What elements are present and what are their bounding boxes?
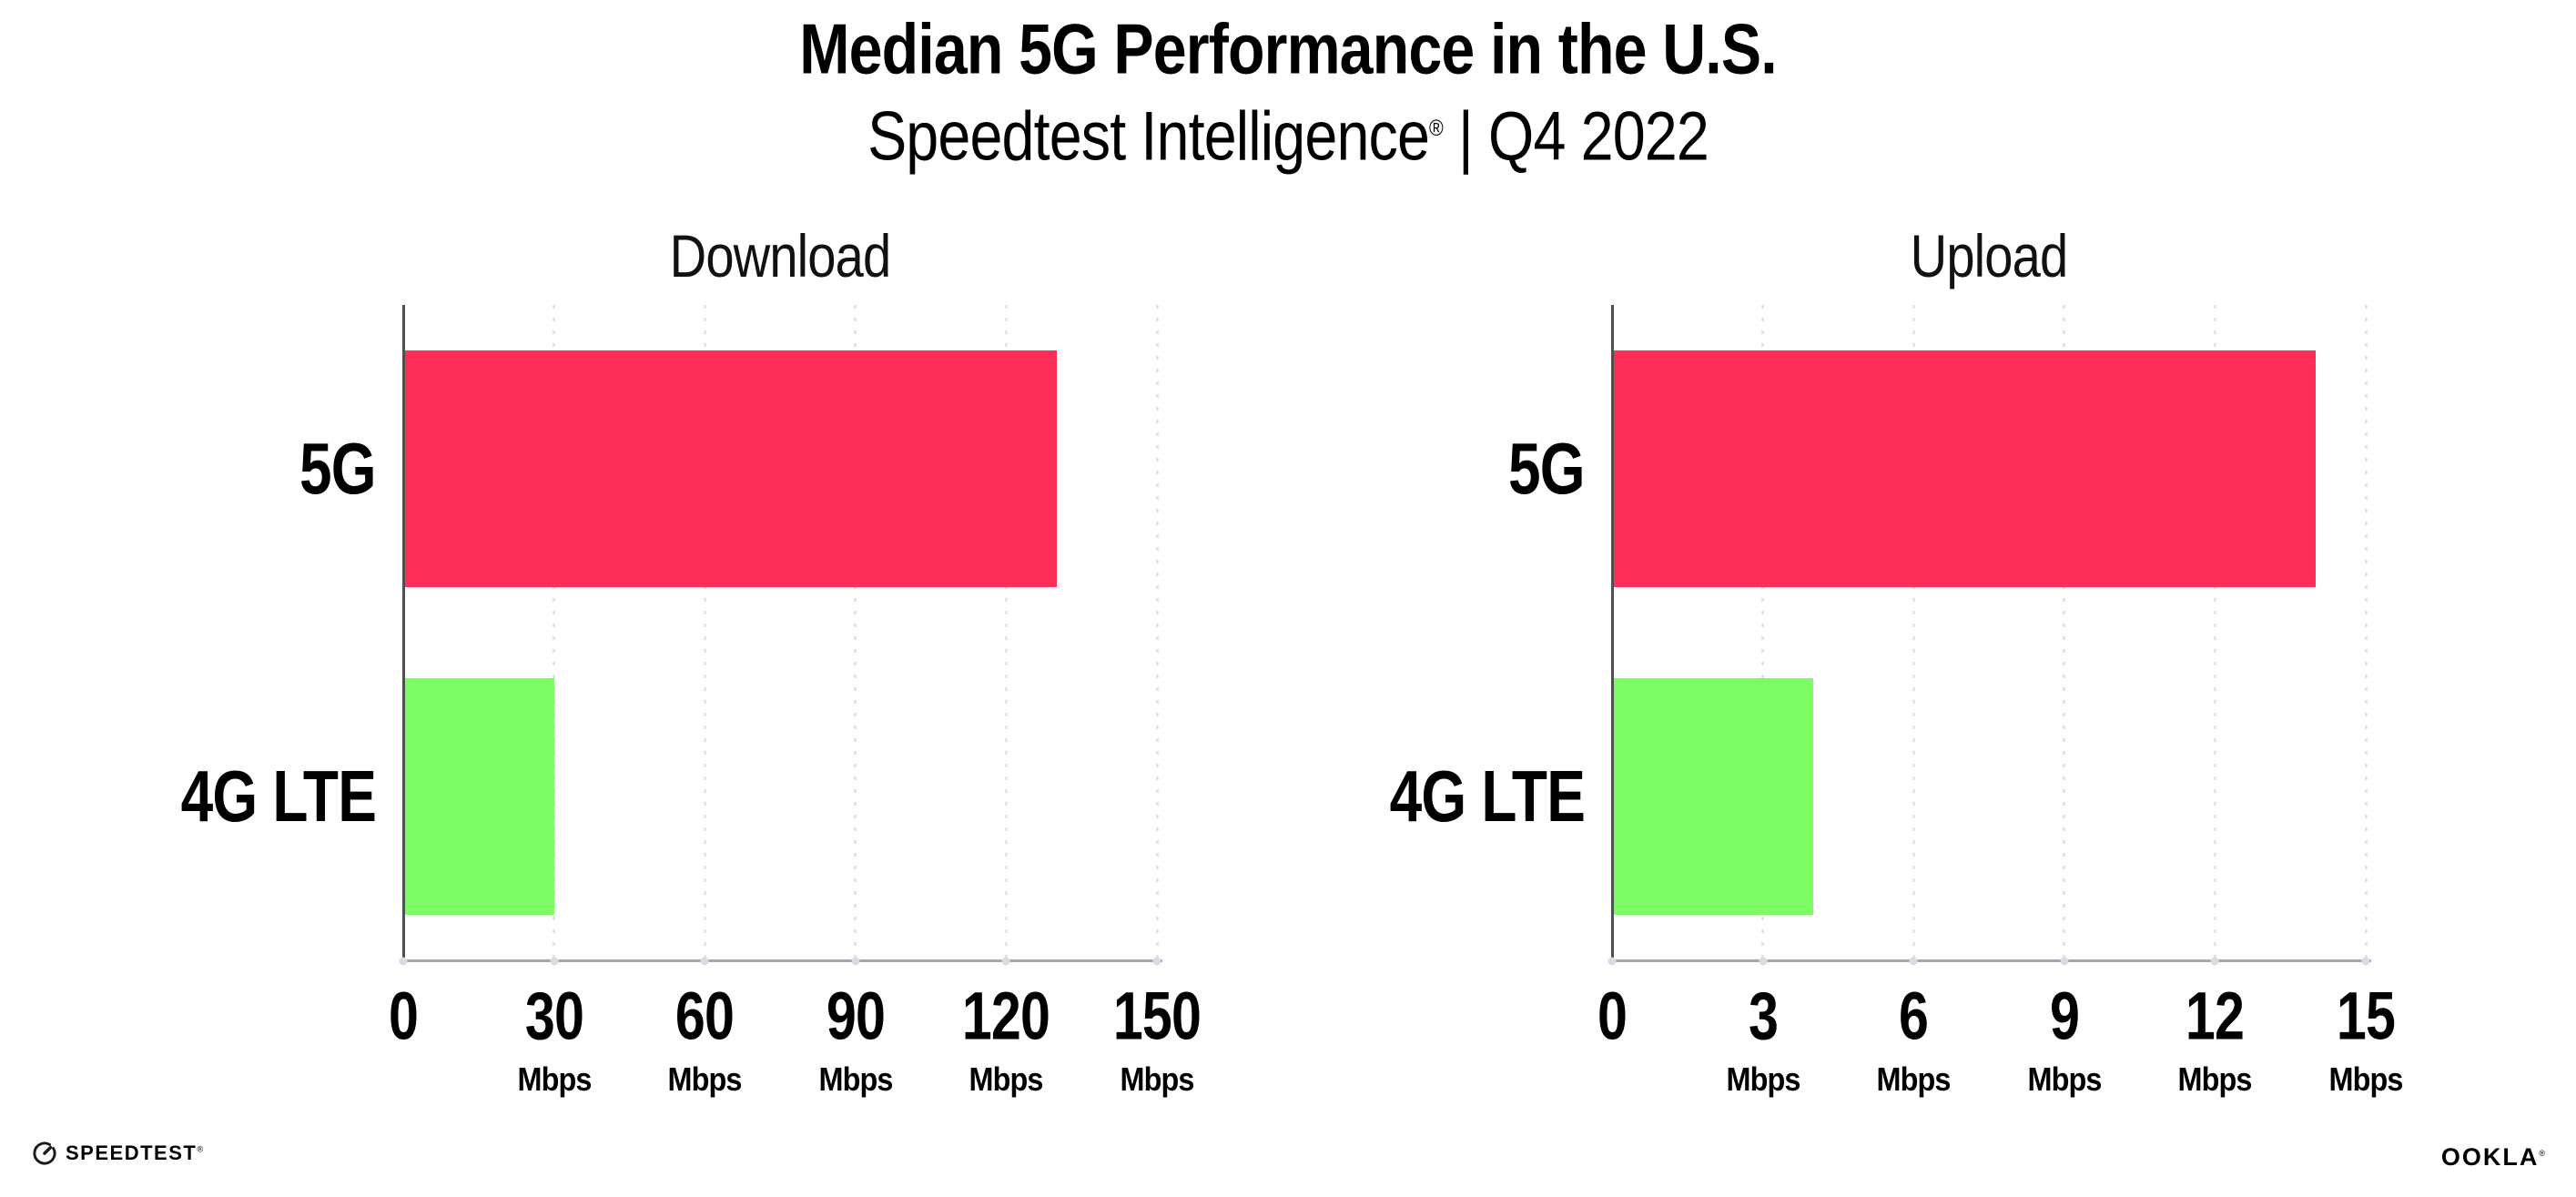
gridline <box>2213 305 2216 960</box>
x-tick-unit-label: Mbps <box>1726 1060 1800 1098</box>
x-tick-label: 0 <box>388 978 419 1054</box>
speedtest-logo: SPEEDTEST® <box>32 1141 204 1166</box>
axis-tick-dot <box>2361 957 2370 965</box>
bar-4g-lte-upload <box>1612 678 1813 915</box>
ookla-label: OOKLA <box>2440 1143 2540 1171</box>
bar-4g-lte-download <box>403 678 554 915</box>
speedtest-label: SPEEDTEST <box>66 1141 198 1164</box>
x-tick-label: 120 <box>962 978 1050 1054</box>
subtitle-brand: Speedtest Intelligence <box>867 97 1430 176</box>
gridline <box>1912 305 1915 960</box>
page-title: Median 5G Performance in the U.S. <box>799 8 1777 89</box>
registered-trademark-icon: ® <box>1429 116 1444 142</box>
chart-title-upload: Upload <box>1910 222 2069 289</box>
x-tick-unit-label: Mbps <box>1876 1060 1952 1098</box>
x-tick-label: 6 <box>1899 978 1929 1054</box>
bar-5g-download <box>403 350 1057 587</box>
category-label-4g-lte: 4G LTE <box>180 756 377 837</box>
axis-tick-dot <box>399 957 408 965</box>
category-label-4g-lte: 4G LTE <box>1389 756 1586 837</box>
x-axis-line <box>400 959 1162 962</box>
x-tick-label: 0 <box>1597 978 1628 1054</box>
axis-tick-dot <box>2060 957 2069 965</box>
gridline <box>553 305 556 960</box>
x-tick-label: 60 <box>675 978 735 1054</box>
gridline <box>2364 305 2368 960</box>
gridline <box>1004 305 1008 960</box>
x-tick-label: 90 <box>826 978 886 1054</box>
axis-tick-dot <box>2210 957 2219 965</box>
page-subtitle: Speedtest Intelligence® | Q4 2022 <box>867 97 1709 177</box>
gridline <box>854 305 857 960</box>
speedtest-gauge-icon <box>33 1141 56 1165</box>
bar-5g-upload <box>1612 350 2316 587</box>
x-tick-unit-label: Mbps <box>818 1060 893 1098</box>
x-tick-label: 9 <box>2049 978 2080 1054</box>
category-label-5g: 5G <box>1508 428 1586 509</box>
gridline <box>703 305 706 960</box>
speedtest-wordmark: SPEEDTEST® <box>66 1141 204 1165</box>
x-tick-label: 30 <box>524 978 583 1054</box>
subtitle-period: | Q4 2022 <box>1442 97 1709 176</box>
axis-tick-dot <box>550 957 559 965</box>
chart-title-download: Download <box>669 222 892 289</box>
axis-tick-dot <box>1607 957 1617 965</box>
axis-tick-dot <box>1759 957 1768 965</box>
x-tick-unit-label: Mbps <box>2177 1060 2253 1098</box>
ookla-trademark-icon: ® <box>2539 1149 2547 1158</box>
x-axis-line <box>1608 959 2371 962</box>
category-label-5g: 5G <box>299 428 377 509</box>
ookla-logo: OOKLA® <box>2441 1143 2547 1172</box>
x-tick-unit-label: Mbps <box>969 1060 1044 1098</box>
axis-tick-dot <box>1152 957 1161 965</box>
ookla-wordmark: OOKLA® <box>2441 1143 2547 1172</box>
gridline <box>2063 305 2066 960</box>
axis-tick-dot <box>1909 957 1918 965</box>
y-axis-line <box>401 305 405 962</box>
x-tick-label: 150 <box>1112 978 1202 1054</box>
x-tick-label: 12 <box>2186 978 2245 1054</box>
speedtest-trademark-icon: ® <box>197 1144 205 1154</box>
y-axis-line <box>1610 305 1614 962</box>
x-tick-label: 3 <box>1748 978 1779 1054</box>
x-tick-unit-label: Mbps <box>667 1060 743 1098</box>
gridline <box>1761 305 1765 960</box>
x-tick-label: 15 <box>2336 978 2396 1054</box>
x-tick-unit-label: Mbps <box>2328 1060 2404 1098</box>
axis-tick-dot <box>700 957 709 965</box>
x-tick-unit-label: Mbps <box>517 1060 592 1098</box>
x-tick-unit-label: Mbps <box>1120 1060 1195 1098</box>
axis-tick-dot <box>1001 957 1010 965</box>
x-tick-unit-label: Mbps <box>2027 1060 2102 1098</box>
axis-tick-dot <box>851 957 860 965</box>
gridline <box>1155 305 1159 960</box>
